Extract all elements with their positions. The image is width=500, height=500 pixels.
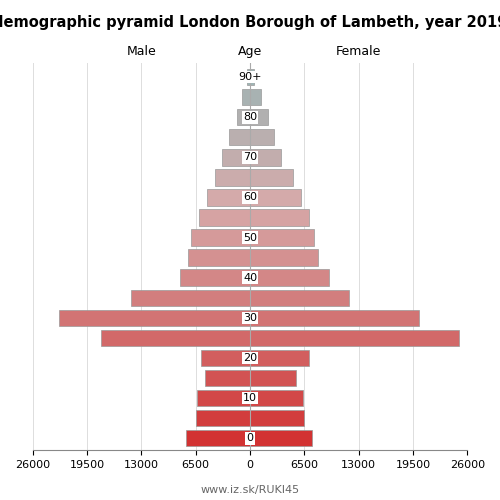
Text: 60: 60: [243, 192, 257, 202]
Text: 0: 0: [246, 433, 254, 443]
Bar: [196, 410, 250, 426]
Bar: [250, 270, 330, 286]
Text: 80: 80: [243, 112, 257, 122]
Bar: [188, 250, 250, 266]
Text: 20: 20: [243, 353, 257, 363]
Bar: [222, 149, 250, 166]
Bar: [229, 129, 250, 146]
Bar: [250, 430, 312, 446]
Text: Female: Female: [336, 45, 382, 58]
Text: Male: Male: [126, 45, 156, 58]
Bar: [250, 169, 292, 186]
Bar: [250, 370, 296, 386]
Text: 10: 10: [243, 393, 257, 403]
Bar: [242, 89, 250, 106]
Bar: [250, 410, 304, 426]
Bar: [250, 330, 459, 346]
Bar: [250, 189, 301, 206]
Bar: [60, 310, 250, 326]
Text: 40: 40: [243, 272, 257, 282]
Bar: [180, 270, 250, 286]
Bar: [250, 350, 308, 366]
Bar: [101, 330, 250, 346]
Bar: [199, 210, 250, 226]
Bar: [250, 390, 302, 406]
Bar: [250, 89, 261, 106]
Bar: [247, 69, 250, 86]
Bar: [206, 189, 250, 206]
Bar: [250, 290, 348, 306]
Text: 30: 30: [243, 313, 257, 323]
Bar: [250, 149, 281, 166]
Bar: [205, 370, 250, 386]
Bar: [192, 230, 250, 246]
Bar: [186, 430, 250, 446]
Bar: [131, 290, 250, 306]
Bar: [250, 129, 274, 146]
Bar: [250, 109, 268, 126]
Bar: [250, 310, 419, 326]
Text: Age: Age: [238, 45, 262, 58]
Bar: [215, 169, 250, 186]
Text: 50: 50: [243, 232, 257, 242]
Text: 70: 70: [243, 152, 257, 162]
Bar: [202, 350, 250, 366]
Bar: [250, 250, 318, 266]
Bar: [198, 390, 250, 406]
Text: demographic pyramid London Borough of Lambeth, year 2019: demographic pyramid London Borough of La…: [0, 15, 500, 30]
Text: 90+: 90+: [238, 72, 262, 82]
Text: www.iz.sk/RUKI45: www.iz.sk/RUKI45: [200, 485, 300, 495]
Bar: [236, 109, 250, 126]
Bar: [250, 69, 254, 86]
Bar: [250, 230, 314, 246]
Bar: [250, 210, 310, 226]
